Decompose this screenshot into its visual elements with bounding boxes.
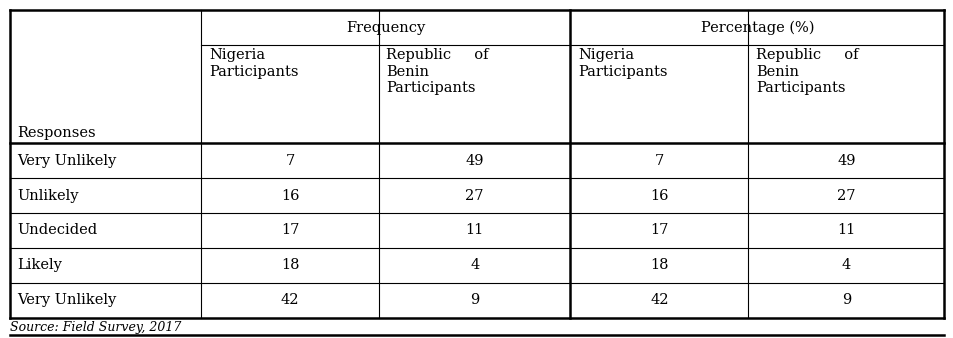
Text: Very Unlikely: Very Unlikely [17, 153, 116, 168]
Text: 18: 18 [649, 258, 668, 272]
Text: Responses: Responses [17, 126, 95, 140]
Text: Likely: Likely [17, 258, 62, 272]
Text: Republic     of
Benin
Participants: Republic of Benin Participants [755, 48, 858, 95]
Text: 42: 42 [649, 293, 668, 307]
Text: 17: 17 [649, 223, 668, 237]
Text: Republic     of
Benin
Participants: Republic of Benin Participants [386, 48, 489, 95]
Text: 49: 49 [836, 153, 855, 168]
Text: Very Unlikely: Very Unlikely [17, 293, 116, 307]
Text: 18: 18 [280, 258, 299, 272]
Text: 16: 16 [649, 189, 668, 202]
Text: Unlikely: Unlikely [17, 189, 78, 202]
Text: 7: 7 [285, 153, 294, 168]
Text: 42: 42 [280, 293, 299, 307]
Text: Source: Field Survey, 2017: Source: Field Survey, 2017 [10, 321, 181, 334]
Text: 27: 27 [465, 189, 483, 202]
Text: 9: 9 [470, 293, 478, 307]
Text: 9: 9 [841, 293, 850, 307]
Text: 17: 17 [280, 223, 299, 237]
Text: 4: 4 [841, 258, 850, 272]
Text: Percentage (%): Percentage (%) [700, 20, 813, 35]
Text: 27: 27 [836, 189, 855, 202]
Text: Nigeria
Participants: Nigeria Participants [578, 48, 667, 79]
Text: 11: 11 [837, 223, 855, 237]
Text: 16: 16 [280, 189, 299, 202]
Text: Undecided: Undecided [17, 223, 97, 237]
Text: 49: 49 [465, 153, 483, 168]
Text: 4: 4 [470, 258, 478, 272]
Text: Frequency: Frequency [346, 21, 425, 34]
Text: 11: 11 [465, 223, 483, 237]
Text: 7: 7 [654, 153, 663, 168]
Text: Nigeria
Participants: Nigeria Participants [209, 48, 298, 79]
